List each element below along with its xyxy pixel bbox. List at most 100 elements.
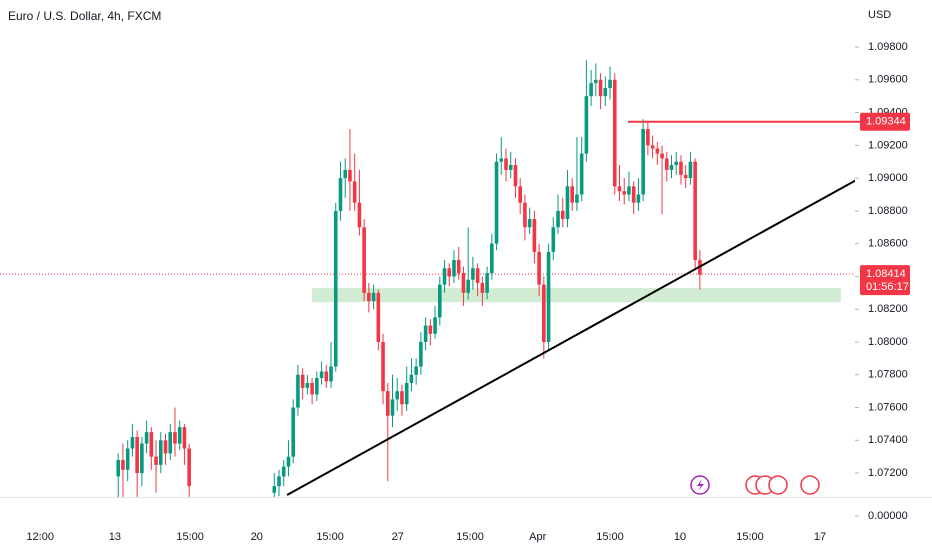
- candle-body: [480, 282, 485, 293]
- candle-body: [532, 219, 537, 252]
- y-tick-label: 1.08000: [868, 336, 908, 348]
- y-tick-label: 1.09600: [868, 74, 908, 86]
- candle-body: [584, 96, 589, 154]
- candle-body: [466, 279, 470, 293]
- trend-line: [286, 179, 855, 496]
- candle-body: [357, 202, 362, 228]
- candle-body: [315, 378, 319, 395]
- candle-body: [367, 292, 371, 302]
- y-tick-label: 1.09000: [868, 172, 908, 184]
- candle-body: [177, 427, 182, 444]
- candle-body: [390, 399, 395, 416]
- candle-body: [660, 153, 664, 159]
- y-tick-label: 1.08600: [868, 238, 908, 250]
- candle-body: [617, 186, 622, 192]
- support-zone: [312, 288, 841, 303]
- candle-body: [130, 437, 135, 449]
- candle-body: [385, 391, 390, 416]
- candle-body: [352, 181, 357, 203]
- lower-pane-tick-label: 0.00000: [868, 510, 908, 522]
- candle-body: [485, 273, 489, 293]
- flag-icon[interactable]: [768, 475, 788, 495]
- candle-body: [296, 374, 300, 408]
- y-tick-label: 1.09800: [868, 41, 908, 53]
- chart-title: Euro / U.S. Dollar, 4h, FXCM: [8, 9, 161, 23]
- y-tick-label: 1.09200: [868, 139, 908, 151]
- candle-body: [121, 459, 125, 470]
- candle-body: [679, 161, 683, 175]
- candle-body: [499, 158, 504, 162]
- candle-body: [693, 161, 697, 261]
- candle-body: [612, 79, 617, 187]
- candle-body: [333, 210, 338, 367]
- candle-body: [291, 407, 295, 457]
- candle-body: [187, 448, 191, 487]
- x-tick-label: 15:00: [596, 531, 624, 543]
- candle-body: [636, 194, 641, 203]
- last-price-label: 1.08414: [866, 268, 906, 280]
- candle-body: [428, 325, 433, 334]
- candle-body: [182, 427, 187, 449]
- candle-body: [598, 79, 603, 97]
- candle-body: [433, 317, 437, 334]
- candle-body: [655, 148, 660, 154]
- candle-body: [627, 186, 631, 195]
- candle-body: [494, 161, 499, 244]
- candle-body: [683, 174, 688, 179]
- candle-body: [338, 178, 343, 211]
- candle-body: [641, 128, 645, 195]
- last-price-box: [860, 265, 910, 296]
- x-tick-label: 15:00: [736, 531, 764, 543]
- candle-body: [537, 251, 541, 285]
- candle-body: [556, 210, 560, 228]
- candle-body: [461, 273, 466, 293]
- candle-body: [575, 194, 579, 203]
- candle-body: [395, 391, 400, 400]
- candle-body: [589, 83, 593, 97]
- candle-body: [310, 382, 314, 395]
- candle-body: [504, 158, 508, 170]
- candle-body: [154, 456, 158, 465]
- candle-body: [381, 341, 385, 392]
- candle-body: [688, 161, 693, 179]
- candle-body: [135, 437, 139, 474]
- candle-body: [281, 466, 286, 477]
- flag-icon[interactable]: [800, 475, 820, 495]
- candle-body: [376, 292, 381, 342]
- candle-body: [523, 202, 527, 228]
- candle-body: [542, 284, 546, 342]
- x-tick-label: 13: [109, 531, 121, 543]
- y-tick-label: 1.08800: [868, 205, 908, 217]
- y-tick-label: 1.07600: [868, 401, 908, 413]
- candle-body: [508, 165, 513, 170]
- candle-body: [456, 260, 461, 274]
- candle-body: [471, 268, 475, 280]
- y-tick-label: 1.07400: [868, 434, 908, 446]
- candle-body: [452, 260, 456, 277]
- candle-body: [300, 374, 305, 388]
- candle-body: [650, 145, 655, 149]
- candle-body: [329, 366, 333, 382]
- x-tick-label: 15:00: [176, 531, 204, 543]
- candle-body: [631, 186, 636, 203]
- x-tick-label: 12:00: [26, 531, 54, 543]
- lightning-icon: [697, 479, 704, 491]
- candle-body: [579, 153, 584, 195]
- candle-body: [173, 432, 177, 444]
- resistance-label-box: [860, 112, 910, 131]
- countdown-label: 01:56:17: [866, 281, 909, 293]
- candle-body: [546, 251, 551, 342]
- candle-body: [560, 210, 565, 220]
- candle-body: [319, 371, 324, 379]
- event-icons: [690, 475, 820, 495]
- candle-body: [125, 448, 130, 470]
- candle-body: [371, 292, 376, 302]
- candle-body: [272, 486, 277, 493]
- x-tick-label: 17: [814, 531, 826, 543]
- candle-body: [664, 158, 669, 170]
- candle-body: [163, 440, 168, 454]
- candle-body: [594, 79, 598, 84]
- candle-body: [286, 456, 291, 467]
- candle-body: [414, 366, 418, 375]
- x-tick-label: Apr: [529, 531, 546, 543]
